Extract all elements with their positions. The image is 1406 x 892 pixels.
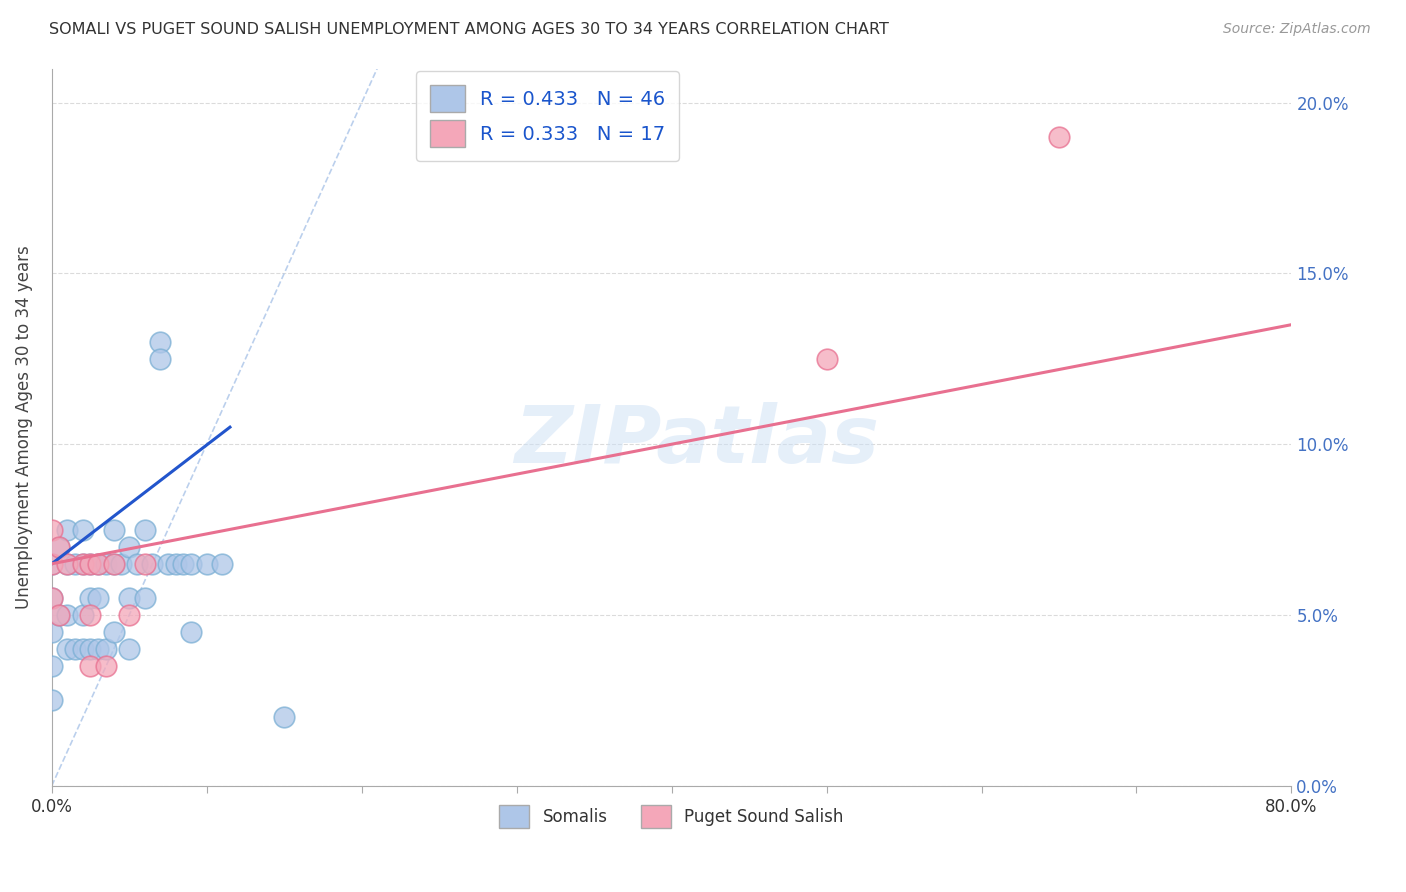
Point [87, 591, 110, 605]
Point [56, 557, 79, 571]
Y-axis label: Unemployment Among Ages 30 to 34 years: Unemployment Among Ages 30 to 34 years [15, 245, 32, 609]
Point [180, 625, 202, 640]
Point [87, 557, 110, 571]
Point [72, 557, 94, 571]
Point [72, 642, 94, 657]
Point [48, 540, 70, 554]
Point [48, 607, 70, 622]
Point [63, 642, 86, 657]
Point [56, 642, 79, 657]
Point [41, 523, 63, 537]
Point [41, 557, 63, 571]
Point [41, 591, 63, 605]
Point [48, 607, 70, 622]
Text: SOMALI VS PUGET SOUND SALISH UNEMPLOYMENT AMONG AGES 30 TO 34 YEARS CORRELATION : SOMALI VS PUGET SOUND SALISH UNEMPLOYMEN… [49, 22, 889, 37]
Legend: Somalis, Puget Sound Salish: Somalis, Puget Sound Salish [492, 798, 851, 835]
Point [94, 642, 117, 657]
Point [103, 557, 125, 571]
Point [79, 642, 101, 657]
Point [149, 351, 172, 366]
Point [149, 334, 172, 349]
Point [211, 557, 233, 571]
Point [118, 540, 141, 554]
Point [56, 557, 79, 571]
Point [1047, 129, 1070, 144]
Point [63, 557, 86, 571]
Point [48, 540, 70, 554]
Point [41, 557, 63, 571]
Point [87, 557, 110, 571]
Point [103, 557, 125, 571]
Point [72, 523, 94, 537]
Point [110, 557, 132, 571]
Point [79, 557, 101, 571]
Point [134, 557, 156, 571]
Point [180, 557, 202, 571]
Point [56, 523, 79, 537]
Point [41, 693, 63, 707]
Point [41, 625, 63, 640]
Point [79, 607, 101, 622]
Point [94, 659, 117, 673]
Point [815, 351, 838, 366]
Point [134, 591, 156, 605]
Point [72, 557, 94, 571]
Point [79, 659, 101, 673]
Point [118, 607, 141, 622]
Point [118, 591, 141, 605]
Point [118, 642, 141, 657]
Point [79, 557, 101, 571]
Point [125, 557, 148, 571]
Text: ZIPatlas: ZIPatlas [515, 402, 879, 481]
Point [134, 523, 156, 537]
Point [56, 607, 79, 622]
Point [273, 710, 295, 724]
Point [72, 607, 94, 622]
Point [103, 523, 125, 537]
Point [156, 557, 179, 571]
Point [172, 557, 194, 571]
Point [94, 557, 117, 571]
Point [79, 591, 101, 605]
Point [165, 557, 187, 571]
Point [41, 659, 63, 673]
Point [87, 642, 110, 657]
Point [103, 625, 125, 640]
Point [41, 591, 63, 605]
Point [141, 557, 163, 571]
Point [195, 557, 218, 571]
Text: Source: ZipAtlas.com: Source: ZipAtlas.com [1223, 22, 1371, 37]
